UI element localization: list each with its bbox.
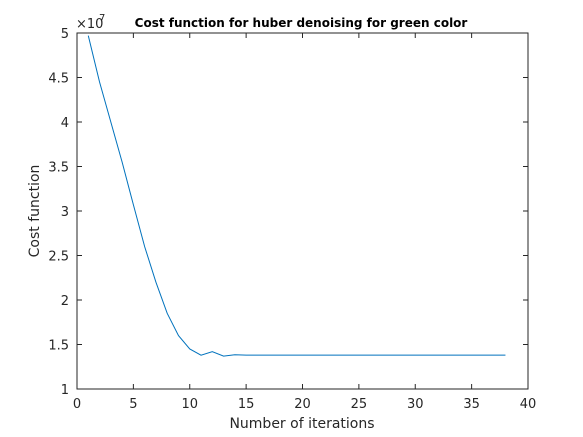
x-tick-label: 35 [463, 397, 480, 412]
y-tick-label: 1.5 [48, 339, 69, 354]
y-tick-label: 1 [61, 383, 69, 398]
y-tick-label: 3.5 [48, 161, 69, 176]
y-tick-label: 4.5 [48, 72, 69, 87]
y-tick-label: 5 [61, 27, 69, 42]
y-tick-label: 2.5 [48, 250, 69, 265]
y-axis-ticks [77, 32, 528, 390]
series-line [87, 35, 506, 357]
x-axis-ticks [76, 33, 529, 389]
x-tick-label: 5 [129, 397, 137, 412]
x-tick-label: 0 [73, 397, 81, 412]
chart-title: Cost function for huber denoising for gr… [135, 16, 468, 30]
y-tick-label: 3 [61, 205, 69, 220]
y-axis-label: Cost function [27, 165, 43, 258]
y-axis-tick-labels: 1 1.5 2 2.5 3 3.5 4 4.5 5 [48, 27, 69, 398]
x-axis-tick-labels: 0 5 10 15 20 25 30 35 40 [73, 397, 536, 412]
y-exponent-base: ×10 [76, 17, 103, 32]
x-tick-label: 10 [181, 397, 198, 412]
y-exponent-power: 7 [99, 13, 105, 24]
x-tick-label: 30 [407, 397, 424, 412]
plot-area [76, 32, 529, 390]
y-tick-label: 2 [61, 294, 69, 309]
y-axis-exponent: ×10 7 [76, 13, 105, 32]
x-axis-label: Number of iterations [229, 416, 374, 432]
x-tick-label: 25 [351, 397, 368, 412]
x-tick-label: 40 [520, 397, 537, 412]
y-tick-label: 4 [61, 116, 69, 131]
x-tick-label: 15 [238, 397, 255, 412]
x-tick-label: 20 [294, 397, 311, 412]
